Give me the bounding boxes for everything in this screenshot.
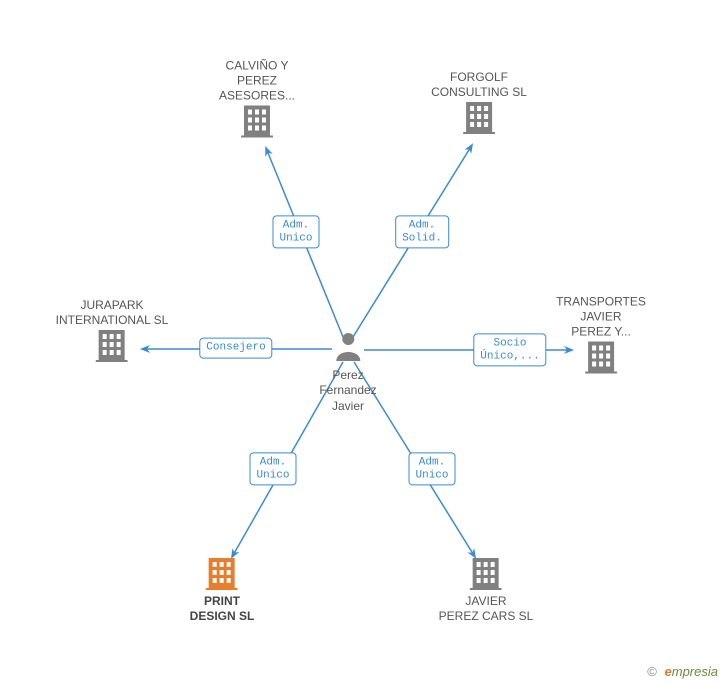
company-label: TRANSPORTES JAVIER PEREZ Y... xyxy=(556,295,646,340)
brand-rest: mpresia xyxy=(672,664,718,679)
edge-role-label: Adm. Unico xyxy=(272,215,319,248)
edge-role-label: Adm. Unico xyxy=(408,452,455,485)
company-label: JURAPARK INTERNATIONAL SL xyxy=(56,298,169,328)
building-icon xyxy=(585,340,617,374)
footer-credit: © empresia xyxy=(647,664,718,679)
company-node: CALVIÑO Y PEREZ ASESORES... xyxy=(219,59,295,142)
building-icon xyxy=(241,104,273,138)
company-label: CALVIÑO Y PEREZ ASESORES... xyxy=(219,59,295,104)
company-node: JAVIER PEREZ CARS SL xyxy=(439,556,534,624)
edge-role-label: Consejero xyxy=(199,338,272,359)
copyright-symbol: © xyxy=(647,664,657,679)
company-node: TRANSPORTES JAVIER PEREZ Y... xyxy=(556,295,646,378)
center-person-node: Perez Fernandez Javier xyxy=(319,331,376,414)
edge-role-label: Socio Único,... xyxy=(473,333,546,366)
building-icon xyxy=(96,328,128,362)
company-label: JAVIER PEREZ CARS SL xyxy=(439,594,534,624)
company-node: FORGOLF CONSULTING SL xyxy=(431,70,527,138)
edge-role-label: Adm. Solid. xyxy=(395,215,449,248)
edge-role-label: Adm. Unico xyxy=(249,452,296,485)
company-node: JURAPARK INTERNATIONAL SL xyxy=(56,298,169,366)
company-label: FORGOLF CONSULTING SL xyxy=(431,70,527,100)
company-node: PRINT DESIGN SL xyxy=(190,556,255,624)
center-person-label: Perez Fernandez Javier xyxy=(319,368,376,415)
company-label: PRINT DESIGN SL xyxy=(190,594,255,624)
building-icon xyxy=(463,100,495,134)
building-icon xyxy=(470,556,502,590)
building-icon xyxy=(206,556,238,590)
person-icon xyxy=(334,331,362,361)
brand-first-letter: e xyxy=(665,664,672,679)
